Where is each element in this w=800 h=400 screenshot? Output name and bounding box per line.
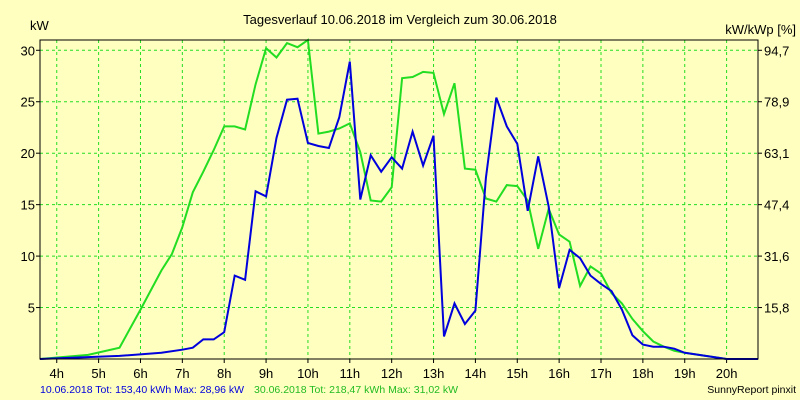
plot-frame bbox=[39, 39, 759, 360]
x-tick-label: 20h bbox=[716, 366, 738, 381]
y-tick-label-left: 5 bbox=[28, 301, 35, 316]
x-tick-label: 9h bbox=[259, 366, 273, 381]
y-tick-label-right: 78,9 bbox=[764, 95, 789, 110]
x-tick-label: 17h bbox=[590, 366, 612, 381]
x-tick-label: 10h bbox=[297, 366, 319, 381]
branding-label: SunnyReport pinxit bbox=[707, 384, 796, 396]
y-tick-label-right: 94,7 bbox=[764, 43, 789, 58]
x-tick-label: 7h bbox=[175, 366, 189, 381]
x-tick-label: 16h bbox=[548, 366, 570, 381]
y-tick-label-right: 15,8 bbox=[764, 301, 789, 316]
legend-series-1: 10.06.2018 Tot: 153,40 kWh Max: 28,96 kW bbox=[40, 384, 244, 396]
grid bbox=[40, 40, 758, 359]
x-tick-label: 12h bbox=[381, 366, 403, 381]
y-tick-label-left: 10 bbox=[21, 249, 35, 264]
y-axis-left-label: kW bbox=[30, 18, 50, 33]
x-tick-label: 13h bbox=[423, 366, 445, 381]
series-lines bbox=[39, 38, 758, 360]
x-tick-label: 8h bbox=[217, 366, 231, 381]
x-tick-label: 18h bbox=[632, 366, 654, 381]
series-line-10-06-2018 bbox=[39, 61, 758, 360]
axis-ticks: 4h 5h 6h 7h 8h 9h 10h 11h 12h 13h 14h 15h 16h 17h 18h 1… bbox=[21, 43, 790, 381]
x-tick-label: 14h bbox=[465, 366, 487, 381]
y-axis-right-label: kW/kWp [%] bbox=[725, 22, 796, 37]
x-tick-label: 4h bbox=[50, 366, 64, 381]
y-tick-label-left: 25 bbox=[21, 95, 35, 110]
y-tick-label-right: 63,1 bbox=[764, 146, 789, 161]
x-tick-label: 15h bbox=[506, 366, 528, 381]
y-tick-label-right: 31,6 bbox=[764, 249, 789, 264]
x-tick-label: 11h bbox=[339, 366, 360, 381]
legend-series-2: 30.06.2018 Tot: 218,47 kWh Max: 31,02 kW bbox=[254, 384, 458, 396]
series-line-30-06-2018 bbox=[39, 38, 758, 360]
y-tick-label-left: 30 bbox=[21, 43, 35, 58]
y-tick-label-right: 47,4 bbox=[764, 198, 789, 213]
chart-title: Tagesverlauf 10.06.2018 im Vergleich zum… bbox=[243, 12, 557, 27]
x-tick-label: 5h bbox=[91, 366, 105, 381]
x-tick-label: 6h bbox=[133, 366, 147, 381]
y-tick-label-left: 20 bbox=[21, 146, 35, 161]
x-tick-label: 19h bbox=[674, 366, 696, 381]
y-tick-label-left: 15 bbox=[21, 198, 35, 213]
